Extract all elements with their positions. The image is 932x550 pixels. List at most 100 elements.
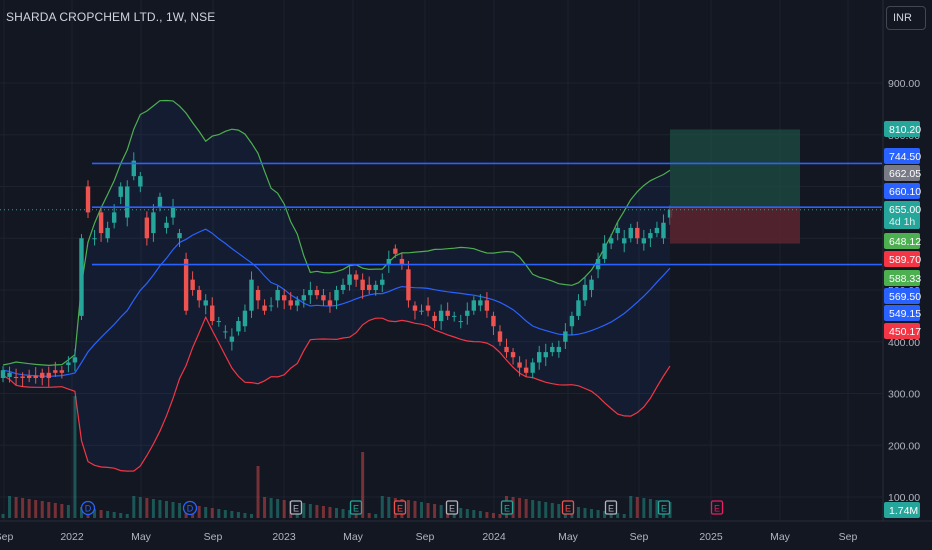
- volume-bar: [550, 503, 554, 518]
- candle-body: [13, 376, 19, 378]
- price-axis-label: 900.00: [888, 78, 920, 90]
- dividend-marker: [182, 500, 198, 516]
- volume-bar: [531, 500, 535, 518]
- volume-bar: [491, 513, 495, 518]
- candle-body: [249, 279, 254, 311]
- candle-body: [321, 295, 326, 301]
- price-tag-label: 588.33: [889, 273, 921, 285]
- time-axis-label: Sep: [839, 531, 858, 543]
- candle-body: [366, 284, 372, 290]
- candle-body: [360, 279, 365, 290]
- candle-body: [471, 300, 477, 311]
- candle-body: [196, 290, 202, 301]
- candle-body: [170, 207, 176, 218]
- candle-body: [223, 331, 228, 333]
- volume-bar: [413, 501, 417, 518]
- candle-body: [628, 227, 633, 239]
- time-axis-label: Sep: [204, 531, 223, 543]
- candle-body: [465, 310, 470, 316]
- candles: [0, 152, 673, 387]
- candle-body: [40, 372, 45, 378]
- candle-body: [125, 186, 130, 218]
- candle-body: [262, 305, 267, 311]
- candle-body: [327, 300, 333, 306]
- volume-bar: [465, 509, 469, 518]
- price-tag: [884, 305, 920, 321]
- price-tag-label: 810.20: [889, 124, 921, 136]
- time-axis-label: 2023: [272, 531, 296, 543]
- volume-bar: [204, 507, 208, 518]
- volume-bar: [420, 502, 424, 518]
- volume-bar: [583, 508, 587, 518]
- price-tag: [884, 148, 920, 164]
- price-tag: [884, 183, 920, 199]
- candle-body: [373, 284, 378, 290]
- symbol-title[interactable]: SHARDA CROPCHEM LTD., 1W, NSE: [6, 10, 216, 24]
- earnings-marker: [657, 500, 671, 515]
- candle-body: [478, 300, 483, 306]
- candle-body: [589, 279, 594, 290]
- volume-bar: [537, 501, 541, 518]
- event-marker-letter: E: [397, 504, 403, 514]
- earnings-marker: [561, 500, 575, 515]
- candle-body: [438, 310, 444, 322]
- candle-body: [380, 279, 385, 285]
- volume-tag-label: 1.74M: [889, 505, 918, 517]
- candle-body: [399, 258, 405, 265]
- earnings-marker: [349, 500, 363, 515]
- volume-bar: [14, 497, 18, 518]
- candle-body: [491, 315, 496, 327]
- candle-body: [98, 212, 104, 234]
- candle-body: [281, 295, 287, 301]
- candle-body: [190, 279, 195, 290]
- candle-body: [497, 331, 503, 342]
- price-tag: [884, 270, 920, 286]
- volume-bar: [635, 497, 639, 518]
- candle-body: [641, 238, 647, 244]
- volume-bar: [315, 505, 319, 518]
- price-tag-label: 660.10: [889, 186, 921, 198]
- volume-bar: [276, 499, 280, 518]
- candle-body: [347, 274, 352, 285]
- volume-bar: [603, 511, 607, 518]
- volume-bar: [439, 505, 443, 518]
- volume-bar: [348, 510, 352, 518]
- currency-button[interactable]: INR: [886, 6, 926, 30]
- candle-body: [79, 238, 84, 316]
- candle-body: [118, 186, 123, 197]
- price-tag: [884, 251, 920, 267]
- price-tag-label: 655.00: [889, 204, 921, 216]
- candle-body: [229, 336, 235, 342]
- volume-bar: [590, 509, 594, 518]
- time-axis-label: May: [558, 531, 579, 543]
- candle-body: [66, 362, 71, 366]
- volume-bars: [1, 396, 672, 518]
- volume-bar: [380, 496, 384, 518]
- price-tag: [884, 288, 920, 304]
- price-tag-label: 549.15: [889, 308, 921, 320]
- event-marker-letter: E: [353, 504, 359, 514]
- candle-body: [242, 310, 248, 327]
- volume-bar: [171, 502, 175, 518]
- volume-bar: [47, 502, 51, 518]
- event-marker-letter: E: [714, 504, 720, 514]
- dividend-marker: [80, 500, 96, 516]
- price-tag: [884, 201, 920, 229]
- candle-body: [157, 196, 163, 208]
- volume-bar: [524, 499, 528, 518]
- volume-bar: [478, 511, 482, 518]
- time-axis-label: Sep: [630, 531, 649, 543]
- price-tag-label: 589.70: [889, 254, 921, 266]
- volume-bar: [256, 466, 260, 518]
- volume-bar: [210, 508, 214, 518]
- volume-bar: [249, 514, 253, 518]
- grid-lines: [0, 0, 882, 520]
- candle-body: [622, 238, 627, 244]
- volume-bar: [282, 500, 286, 518]
- price-axis-label: 400.00: [888, 337, 920, 349]
- candle-body: [131, 160, 136, 177]
- candle-body: [458, 321, 463, 323]
